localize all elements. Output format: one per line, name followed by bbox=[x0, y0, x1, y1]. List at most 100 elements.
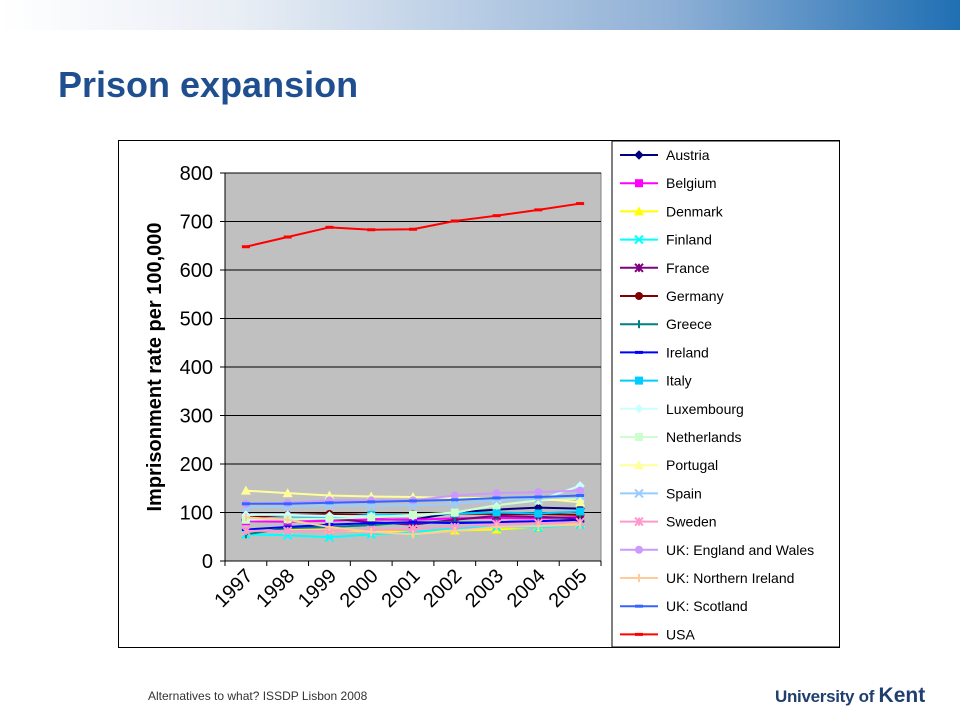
university-logo: University of Kent bbox=[775, 684, 925, 710]
legend-label: UK: Scotland bbox=[666, 598, 748, 614]
legend-label: UK: Northern Ireland bbox=[666, 570, 794, 586]
legend-label: Greece bbox=[666, 316, 712, 332]
data-point-uk-scotland bbox=[576, 494, 585, 498]
legend-marker-netherlands bbox=[635, 433, 643, 441]
logo-prefix: University of bbox=[775, 687, 875, 706]
legend-label: Netherlands bbox=[666, 429, 742, 445]
data-point-usa bbox=[450, 219, 459, 223]
legend-marker-finland bbox=[634, 234, 644, 245]
legend-marker-uk-england-and-wales bbox=[635, 545, 643, 554]
data-point-netherlands bbox=[450, 508, 459, 517]
x-tick-label: 2002 bbox=[419, 565, 466, 612]
data-point-usa bbox=[325, 225, 334, 229]
data-point-portugal bbox=[575, 497, 586, 507]
legend-marker-germany bbox=[635, 292, 643, 300]
data-point-italy bbox=[492, 508, 501, 517]
data-point-usa bbox=[576, 202, 585, 206]
y-axis-label: Imprisonment rate per 100,000 bbox=[144, 222, 166, 511]
y-tick-label: 200 bbox=[180, 454, 213, 476]
legend-label: Sweden bbox=[666, 514, 717, 530]
data-point-uk-england-and-wales bbox=[450, 491, 459, 500]
footer-text: Alternatives to what? ISSDP Lisbon 2008 bbox=[148, 689, 368, 703]
data-point-sweden bbox=[241, 526, 251, 536]
line-chart: 0100200300400500600700800199719981999200… bbox=[144, 141, 839, 647]
legend-marker-luxembourg bbox=[634, 404, 644, 414]
y-tick-label: 600 bbox=[180, 260, 213, 282]
data-point-usa bbox=[409, 227, 417, 231]
data-point-uk-scotland bbox=[283, 502, 292, 506]
legend-marker-sweden bbox=[634, 516, 644, 527]
legend-label: Austria bbox=[666, 147, 710, 163]
data-point-uk-scotland bbox=[325, 501, 334, 505]
y-tick-label: 0 bbox=[202, 551, 213, 573]
data-point-portugal bbox=[240, 485, 251, 495]
legend-marker-usa bbox=[635, 632, 643, 636]
legend-label: France bbox=[666, 260, 710, 276]
y-tick-label: 400 bbox=[180, 357, 213, 379]
x-tick-label: 2003 bbox=[461, 565, 508, 612]
legend-label: Italy bbox=[666, 373, 692, 389]
data-point-uk-scotland bbox=[492, 496, 501, 500]
data-point-netherlands bbox=[409, 510, 417, 519]
x-tick-label: 1999 bbox=[294, 565, 341, 612]
data-point-italy bbox=[534, 509, 543, 518]
data-point-ireland bbox=[367, 521, 376, 525]
legend-label: Portugal bbox=[666, 457, 718, 473]
x-tick-label: 2000 bbox=[336, 565, 383, 612]
slide-title: Prison expansion bbox=[58, 64, 359, 105]
legend-label: UK: England and Wales bbox=[666, 542, 814, 558]
data-point-sweden bbox=[282, 526, 293, 536]
data-point-usa bbox=[492, 214, 501, 218]
legend-marker-uk-scotland bbox=[635, 604, 643, 608]
data-point-portugal bbox=[282, 488, 293, 498]
legend-marker-belgium bbox=[635, 179, 643, 188]
legend-label: Luxembourg bbox=[666, 401, 744, 417]
x-tick-label: 2001 bbox=[378, 565, 425, 612]
x-tick-label: 2004 bbox=[503, 565, 550, 612]
header-gradient-bar bbox=[0, 0, 960, 30]
legend-label: USA bbox=[666, 626, 695, 642]
data-point-finland bbox=[324, 532, 335, 542]
chart-frame: 0 100 200 300 400 500 600 700 800 1997 1998 1999 200… bbox=[118, 140, 840, 648]
x-tick-label: 1998 bbox=[252, 565, 299, 612]
x-tick-label: 1997 bbox=[210, 565, 257, 612]
data-point-uk-scotland bbox=[367, 500, 376, 504]
legend-label: Denmark bbox=[666, 203, 724, 219]
y-tick-label: 800 bbox=[180, 163, 213, 185]
data-point-netherlands bbox=[367, 513, 376, 522]
legend-marker-ireland bbox=[635, 350, 643, 354]
legend-box bbox=[611, 141, 839, 647]
legend-marker-france bbox=[634, 263, 644, 273]
y-tick-label: 700 bbox=[180, 212, 213, 234]
legend-label: Ireland bbox=[666, 344, 709, 360]
legend-label: Germany bbox=[666, 288, 724, 304]
y-tick-label: 300 bbox=[180, 406, 213, 428]
legend-label: Finland bbox=[666, 232, 712, 248]
data-point-uk-scotland bbox=[241, 502, 250, 506]
legend-marker-portugal bbox=[634, 460, 644, 470]
legend-label: Spain bbox=[666, 485, 702, 501]
legend-label: Belgium bbox=[666, 175, 717, 191]
data-point-usa bbox=[241, 245, 250, 249]
data-point-usa bbox=[367, 228, 376, 232]
data-point-uk-england-and-wales bbox=[576, 486, 585, 495]
data-point-uk-scotland bbox=[534, 495, 543, 499]
legend-marker-austria bbox=[634, 150, 644, 160]
legend-marker-spain bbox=[634, 488, 644, 499]
legend-marker-denmark bbox=[634, 206, 644, 216]
data-point-uk-england-and-wales bbox=[492, 489, 501, 498]
data-point-uk-scotland bbox=[450, 498, 459, 502]
y-tick-label: 500 bbox=[180, 309, 213, 331]
data-point-usa bbox=[534, 208, 543, 212]
data-point-italy bbox=[576, 507, 585, 516]
data-point-ireland bbox=[409, 520, 417, 524]
logo-name: Kent bbox=[878, 684, 926, 707]
data-point-netherlands bbox=[492, 501, 501, 510]
legend-marker-italy bbox=[635, 376, 643, 385]
data-point-usa bbox=[283, 235, 292, 239]
data-point-uk-england-and-wales bbox=[534, 488, 543, 497]
data-point-uk-scotland bbox=[409, 499, 417, 503]
x-tick-label: 2005 bbox=[545, 565, 592, 612]
data-point-netherlands bbox=[325, 514, 334, 523]
y-tick-label: 100 bbox=[180, 503, 213, 525]
